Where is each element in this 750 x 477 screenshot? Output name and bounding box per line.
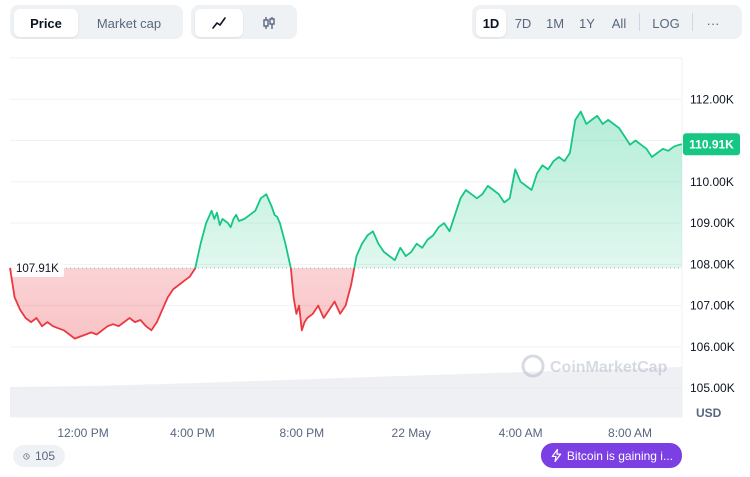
y-tick-label: 109.00K <box>690 216 735 230</box>
range-1d[interactable]: 1D <box>476 9 506 37</box>
tab-market-cap[interactable]: Market cap <box>96 15 162 31</box>
x-tick-label: 8:00 PM <box>279 426 324 440</box>
y-tick-label: 105.00K <box>690 381 735 395</box>
metric-tabs: Price Market cap <box>10 5 183 39</box>
divider <box>692 13 693 31</box>
range-tabs: 1D 7D 1M 1Y All LOG ··· <box>472 5 742 39</box>
history-count: 105 <box>34 449 55 463</box>
divider <box>639 13 640 31</box>
more-options-button[interactable]: ··· <box>706 15 720 31</box>
current-price-label: 110.91K <box>689 138 734 152</box>
volume-area <box>10 367 682 417</box>
reference-label: 107.91K <box>16 263 59 275</box>
range-1m[interactable]: 1M <box>545 15 565 31</box>
y-tick-label: 107.00K <box>690 299 735 313</box>
cmc-logo-icon <box>521 354 545 378</box>
lightning-icon <box>551 449 562 462</box>
range-all[interactable]: All <box>611 15 627 31</box>
watermark-logo: CoinMarketCap <box>521 354 668 378</box>
chart-type-tabs <box>191 5 297 39</box>
x-tick-label: 8:00 AM <box>608 426 652 440</box>
x-tick-label: 22 May <box>392 426 431 440</box>
price-area-up <box>10 111 682 269</box>
range-1y[interactable]: 1Y <box>579 15 595 31</box>
price-line-down <box>9 268 356 340</box>
x-tick-label: 12:00 PM <box>57 426 108 440</box>
x-tick-label: 4:00 AM <box>499 426 543 440</box>
history-badge[interactable]: 105 <box>13 445 65 467</box>
price-chart-svg: 105.00K 106.00K 107.00K 108.00K 109.00K 110.0… <box>9 57 740 440</box>
y-tick-label: 110.00K <box>690 175 734 189</box>
watermark-text: CoinMarketCap <box>550 359 668 376</box>
log-scale-toggle[interactable]: LOG <box>652 15 680 31</box>
reference-label-bg <box>12 259 64 278</box>
news-badge[interactable]: Bitcoin is gaining i... <box>541 443 682 468</box>
range-7d[interactable]: 7D <box>514 15 532 31</box>
candlestick-icon <box>263 17 275 29</box>
news-badge-text: Bitcoin is gaining i... <box>566 448 672 463</box>
tab-price[interactable]: Price <box>14 9 78 37</box>
price-chart[interactable]: 105.00K 106.00K 107.00K 108.00K 109.00K 110.0… <box>0 50 750 477</box>
price-line-up <box>9 110 683 269</box>
y-tick-label: 108.00K <box>690 257 735 271</box>
line-chart-icon <box>212 17 226 29</box>
line-chart-button[interactable] <box>195 9 243 37</box>
candlestick-button[interactable] <box>245 9 293 37</box>
current-price-tag <box>683 133 740 156</box>
history-icon <box>23 452 30 460</box>
y-tick-label: 106.00K <box>690 340 735 354</box>
y-tick-label: 112.00K <box>690 92 734 106</box>
x-tick-label: 4:00 PM <box>170 426 215 440</box>
currency-label: USD <box>696 406 722 420</box>
